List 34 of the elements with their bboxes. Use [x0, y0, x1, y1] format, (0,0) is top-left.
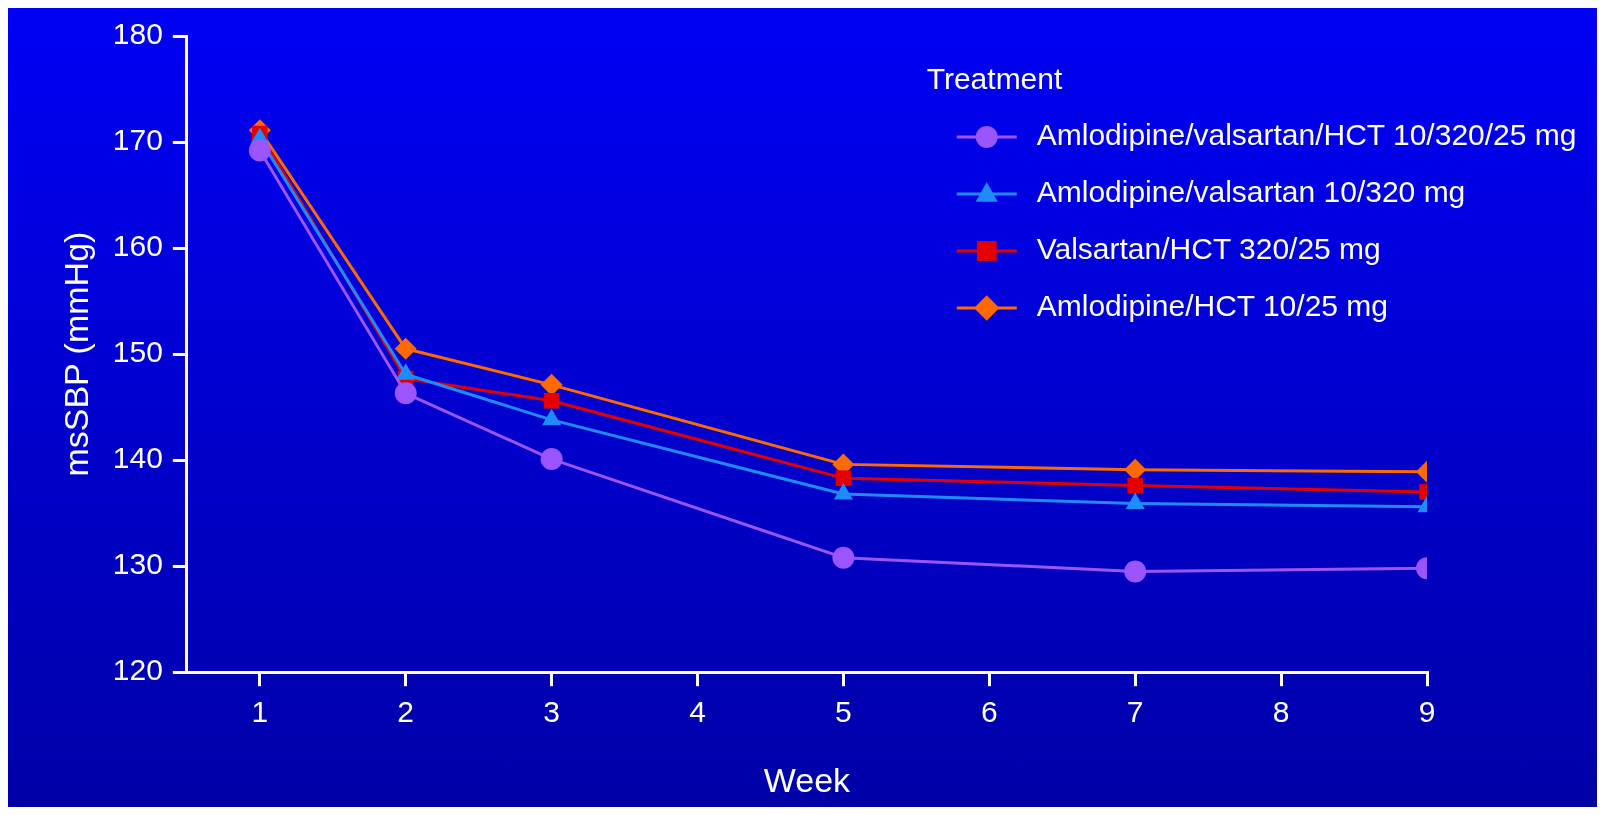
- y-tick-label: 160: [112, 229, 163, 263]
- y-tick-label: 180: [112, 17, 163, 51]
- point: [832, 546, 855, 569]
- y-tick-label: 140: [112, 441, 163, 475]
- x-tick-label: 7: [1126, 695, 1144, 729]
- point: [540, 448, 563, 471]
- x-axis-title: Week: [763, 760, 852, 799]
- legend-label: Amlodipine/HCT 10/25 mg: [1036, 289, 1389, 323]
- x-tick-label: 5: [835, 695, 852, 729]
- point: [394, 382, 417, 405]
- x-tick-label: 8: [1272, 695, 1290, 729]
- point: [543, 392, 560, 409]
- legend-label: Valsartan/HCT 320/25 mg: [1036, 232, 1381, 266]
- x-tick-label: 6: [980, 695, 998, 729]
- x-tick-label: 2: [397, 695, 415, 729]
- legend-label: Amlodipine/valsartan 10/320 mg: [1036, 175, 1466, 209]
- point: [248, 139, 271, 162]
- x-tick-label: 9: [1418, 695, 1436, 729]
- y-tick-label: 170: [112, 123, 163, 157]
- legend-title: Treatment: [926, 62, 1063, 96]
- x-tick-label: 1: [251, 695, 269, 729]
- y-tick-label: 120: [112, 653, 163, 687]
- y-axis-title: msSBP (mmHg): [56, 231, 95, 477]
- point: [394, 337, 417, 360]
- point: [1124, 458, 1147, 481]
- x-tick-label: 3: [543, 695, 560, 729]
- y-tick-label: 150: [112, 335, 163, 369]
- point: [1127, 477, 1143, 494]
- legend-label: Amlodipine/valsartan/HCT 10/320/25 mg: [1036, 118, 1577, 152]
- point: [835, 470, 852, 486]
- x-tick-label: 4: [689, 695, 706, 729]
- point: [1124, 560, 1147, 583]
- point: [540, 373, 563, 396]
- y-tick-label: 130: [112, 547, 163, 581]
